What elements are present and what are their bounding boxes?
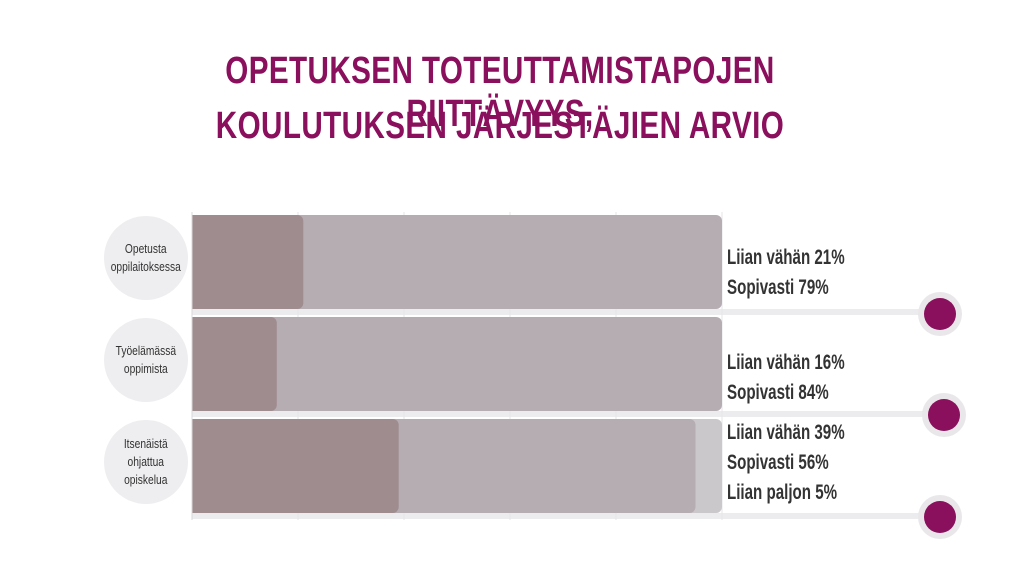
category-label-3-line-3: opiskelua: [124, 473, 168, 487]
bar-3-liian-vähän: [192, 419, 399, 513]
page-title-line-2: KOULUTUKSEN JÄRJESTÄJIEN ARVIO: [215, 105, 785, 147]
category-label-3-line-2: ohjattua: [127, 455, 165, 469]
category-label-1-line-1: Opetusta: [125, 242, 167, 256]
page-title-line-1: OPETUKSEN TOTEUTTAMISTAPOJEN RIITTÄVYYS,: [225, 50, 775, 135]
category-label-2-line-1: Työelämässä: [115, 344, 177, 358]
value-legend-3-line-3: Liian paljon 5%: [727, 481, 838, 504]
bar-1-liian-vähän: [192, 215, 304, 309]
bar-2-left-edge: [192, 317, 198, 411]
row-track-3: [192, 513, 932, 519]
bar-2-liian-vähän: [192, 317, 277, 411]
row-marker-dot-2: [928, 399, 960, 431]
value-legend-1: Liian vähän 21% Sopivasti 79%: [727, 243, 845, 303]
category-label-1-line-2: oppilaitoksessa: [110, 260, 182, 274]
category-label-3-line-1: Itsenäistä: [124, 437, 168, 451]
value-legend-2: Liian vähän 16% Sopivasti 84%: [727, 348, 845, 408]
row-marker-dot-3: [924, 501, 956, 533]
bar-1-left-edge: [192, 215, 198, 309]
row-track-1: [192, 309, 932, 315]
category-label-2-line-2: oppimista: [124, 362, 168, 376]
value-legend-2-line-2: Sopivasti 84%: [727, 381, 829, 404]
row-track-2: [192, 411, 932, 417]
value-legend-1-line-1: Liian vähän 21%: [727, 246, 845, 269]
row-marker-dot-1: [924, 298, 956, 330]
category-label-3: Itsenäistä ohjattua opiskelua: [104, 420, 188, 504]
value-legend-3: Liian vähän 39% Sopivasti 56% Liian palj…: [727, 418, 845, 508]
value-legend-3-line-1: Liian vähän 39%: [727, 421, 845, 444]
bar-1-sopivasti: [192, 215, 722, 309]
bar-2-sopivasti: [192, 317, 722, 411]
category-label-1: Opetusta oppilaitoksessa: [104, 216, 188, 300]
value-legend-1-line-2: Sopivasti 79%: [727, 276, 829, 299]
value-legend-3-line-2: Sopivasti 56%: [727, 451, 829, 474]
category-label-2: Työelämässä oppimista: [104, 318, 188, 402]
value-legend-2-line-1: Liian vähän 16%: [727, 351, 845, 374]
bar-3-left-edge: [192, 419, 198, 513]
